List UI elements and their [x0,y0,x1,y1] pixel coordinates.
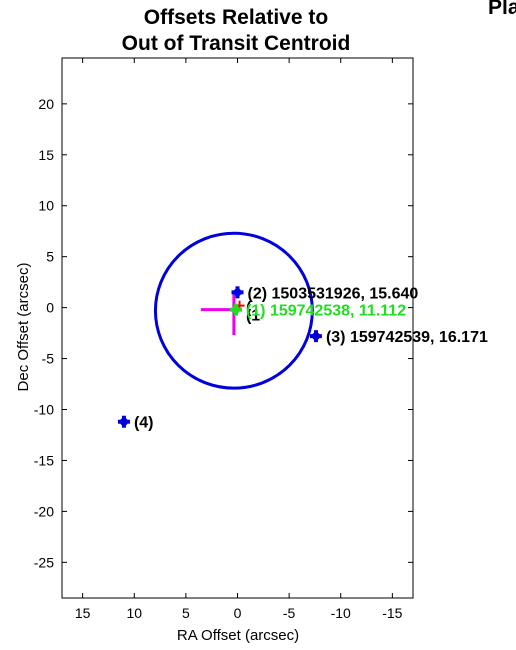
overlap-label-fragment: (1 [246,308,260,325]
x-axis-label: RA Offset (arcsec) [177,627,299,644]
y-tick-label: -10 [34,402,54,418]
y-tick-label: 10 [38,198,54,214]
star-marker-3 [311,332,320,341]
x-tick-label: 0 [234,605,242,621]
second-panel-title-fragment: Pla [488,0,516,19]
y-tick-label: 15 [38,147,54,163]
y-tick-label: -25 [34,554,54,570]
x-tick-label: -5 [283,605,296,621]
y-tick-label: -5 [42,351,55,367]
plot-area [61,57,414,599]
x-tick-label: 15 [75,605,91,621]
star-label-2: (2) 1503531926, 15.640 [248,285,419,302]
y-axis-ticks: 20 15 10 5 0 -5 -10 -15 -20 -25 [34,96,413,570]
centroid-uncertainty-circle [153,231,314,390]
star-label-3: (3) 159742539, 16.171 [326,329,488,346]
overlap-label-fragment-2: ( [246,300,252,317]
y-tick-label: 5 [46,249,54,265]
y-tick-label: -20 [34,503,54,519]
x-tick-label: 5 [182,605,190,621]
chart-title-line-2: Out of Transit Centroid [122,32,351,55]
x-tick-label: -10 [331,605,351,621]
star-marker-1 [231,305,240,314]
y-axis-label: Dec Offset (arcsec) [15,263,32,392]
star-marker-4 [119,417,128,426]
chart-marks: (1((1) 159742538, 11.112(2) 1503531926, … [117,231,488,432]
star-label-1: (1) 159742538, 11.112 [246,303,406,320]
y-tick-label: 0 [46,300,54,316]
x-axis-ticks: 15 10 5 0 -5 -10 -15 [75,58,403,621]
y-tick-label: -15 [34,452,54,468]
y-tick-label: 20 [38,96,54,112]
x-tick-label: -15 [382,605,402,621]
star-label-4: (4) [134,415,154,432]
x-tick-label: 10 [126,605,142,621]
star-marker-2 [233,288,242,297]
chart-title-line-1: Offsets Relative to [144,6,328,29]
plot-frame [61,57,414,599]
